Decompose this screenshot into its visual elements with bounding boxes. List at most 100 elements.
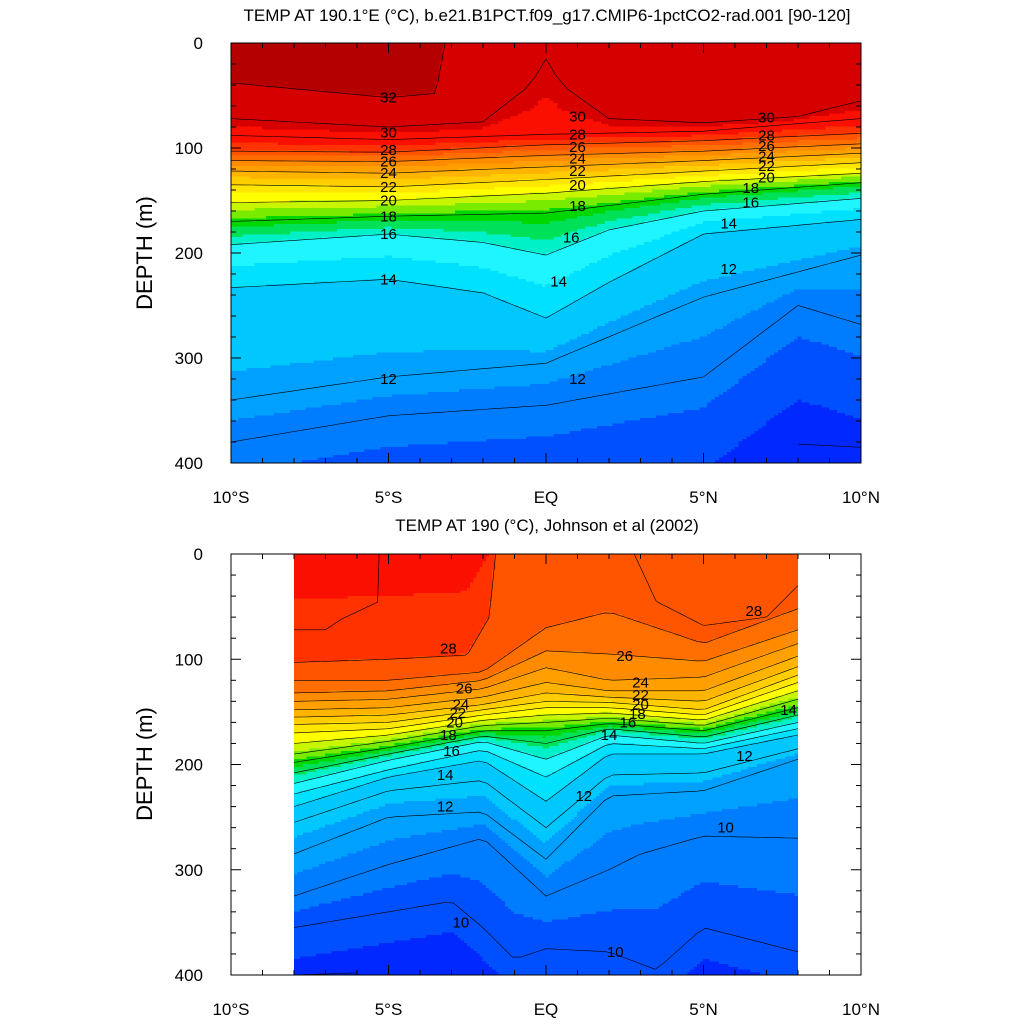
isotherm-28: [231, 133, 861, 153]
contour-label: 16: [380, 226, 397, 243]
x-tick-label: EQ: [534, 488, 559, 507]
isotherm-24: [294, 655, 798, 711]
contour-label: 14: [550, 273, 567, 290]
isotherm-22: [294, 674, 798, 725]
contour-label: 14: [720, 216, 737, 233]
contour-label: 14: [780, 702, 797, 719]
contour-label: 26: [569, 139, 586, 156]
temperature-field: [231, 43, 861, 463]
isotherm-21: [294, 682, 798, 734]
contour-label: 30: [380, 124, 397, 141]
contour-label: 16: [443, 743, 460, 760]
contour-label: 22: [758, 158, 775, 175]
contour-label: 28: [380, 142, 397, 159]
y-tick-label: 0: [194, 545, 203, 564]
bottom-contour-plot: 2828262422201816141210262422201816141210…: [175, 545, 880, 1019]
contour-label: 16: [742, 195, 759, 212]
isotherm-20: [231, 172, 861, 203]
contour-label: 10: [453, 914, 470, 931]
isotherm-22: [231, 162, 861, 188]
contour-label: 26: [380, 154, 397, 171]
contour-label: 32: [380, 90, 397, 107]
contour-label: 16: [563, 229, 580, 246]
y-tick-label: 300: [175, 349, 203, 368]
contour-label: 22: [449, 705, 466, 722]
y-tick-label: 200: [175, 756, 203, 775]
isotherm-15: [294, 728, 798, 795]
contour-label: 12: [720, 261, 737, 278]
contour-label: 20: [569, 177, 586, 194]
y-tick-label: 100: [175, 650, 203, 669]
bottom-panel: TEMP AT 190 (°C), Johnson et al (2002) 2…: [132, 516, 880, 1019]
isotherm-32: [231, 43, 446, 98]
x-tick-label: 5°S: [375, 488, 403, 507]
contour-label: 14: [601, 727, 618, 744]
isotherm-25: [294, 643, 798, 702]
contour-label: 24: [632, 674, 649, 691]
contour-label: 12: [380, 371, 397, 388]
contour-label: 24: [453, 697, 470, 714]
contour-label: 24: [569, 151, 586, 168]
contour-label: 12: [575, 788, 592, 805]
x-tick-label: 10°S: [212, 1000, 249, 1019]
temperature-field: [294, 554, 798, 975]
contour-label: 14: [437, 767, 454, 784]
isotherm-28: [633, 554, 798, 626]
contour-label: 18: [742, 180, 759, 197]
isotherm-23: [294, 666, 798, 718]
contour-label: 20: [632, 697, 649, 714]
isotherm-11: [231, 305, 861, 443]
y-tick-label: 400: [175, 454, 203, 473]
contour-label: 18: [440, 727, 457, 744]
isotherm-18: [294, 707, 798, 763]
contour-label: 18: [380, 208, 397, 225]
contour-label: 12: [437, 799, 454, 816]
contour-label: 24: [380, 165, 397, 182]
bottom-title: TEMP AT 190 (°C), Johnson et al (2002): [395, 516, 699, 535]
x-tick-label: 10°S: [212, 488, 249, 507]
y-tick-label: 300: [175, 861, 203, 880]
contour-label: 28: [569, 126, 586, 143]
x-tick-label: EQ: [534, 1000, 559, 1019]
isotherm-10: [294, 902, 798, 970]
isotherm-16: [294, 722, 798, 784]
isotherm-18: [231, 182, 861, 222]
isotherm-10: [797, 443, 861, 448]
contour-label: 12: [569, 371, 586, 388]
contour-label: 26: [758, 138, 775, 155]
isotherm-19: [294, 698, 798, 755]
contour-label: 24: [758, 148, 775, 165]
contour-label: 28: [746, 603, 763, 620]
x-tick-label: 5°N: [689, 488, 718, 507]
isotherm-27: [294, 608, 798, 681]
contour-label: 16: [620, 714, 637, 731]
contour-label: 28: [440, 641, 457, 658]
isotherm-29: [294, 554, 380, 631]
isotherm-12: [294, 758, 798, 860]
y-tick-label: 100: [175, 139, 203, 158]
x-tick-label: 10°N: [842, 1000, 880, 1019]
isotherm-28: [294, 554, 496, 663]
contour-label: 22: [569, 163, 586, 180]
isotherm-14: [231, 219, 861, 319]
contour-label: 30: [758, 110, 775, 127]
contour-label: 20: [758, 169, 775, 186]
contour-label: 18: [569, 198, 586, 215]
contour-label: 22: [632, 687, 649, 704]
contour-label: 12: [736, 748, 753, 765]
isotherm-11: [294, 835, 798, 897]
isotherm-26: [231, 143, 861, 162]
contour-label: 10: [717, 820, 734, 837]
isotherm-31: [231, 58, 861, 128]
y-tick-label: 0: [194, 34, 203, 53]
isotherm-16: [231, 198, 861, 256]
contour-label: 26: [456, 681, 473, 698]
contour-label: 18: [629, 706, 646, 723]
isotherm-30: [231, 118, 861, 140]
isotherm-26: [294, 629, 798, 694]
top-title: TEMP AT 190.1°E (°C), b.e21.B1PCT.f09_g1…: [243, 6, 850, 25]
contour-label: 10: [607, 944, 624, 961]
contour-label: 30: [569, 109, 586, 126]
contour-label: 26: [616, 648, 633, 665]
